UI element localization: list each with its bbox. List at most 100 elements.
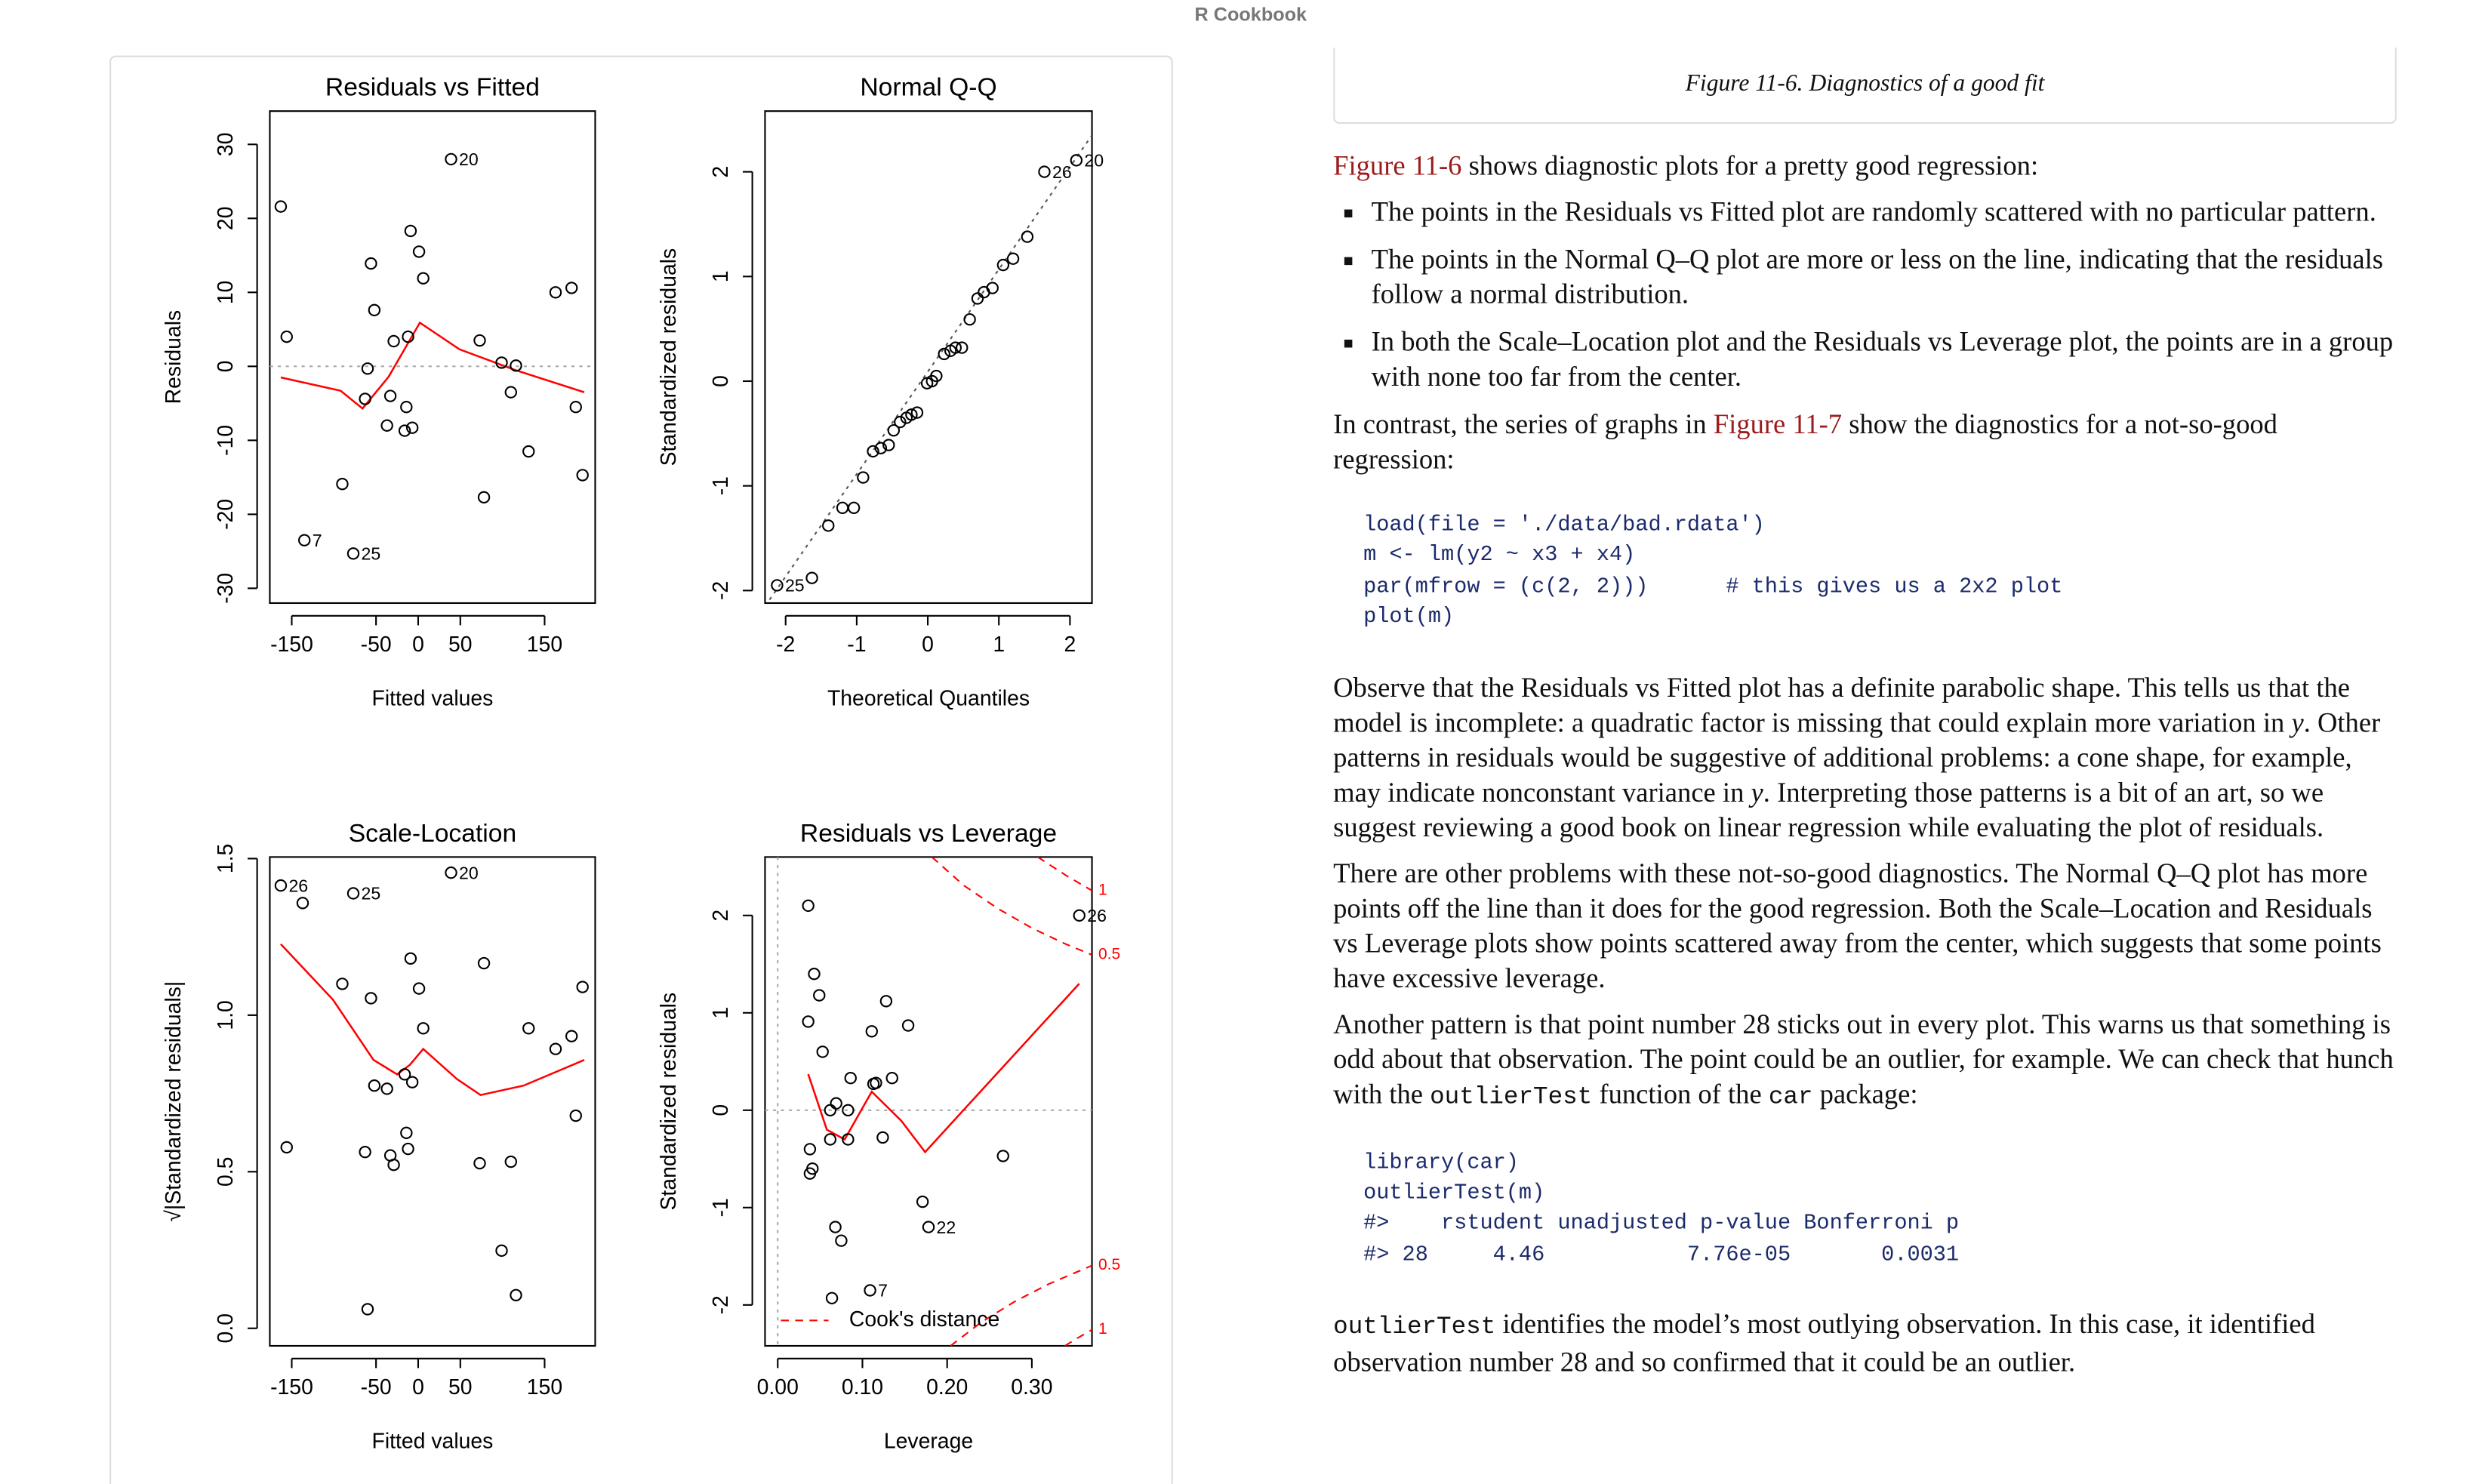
plot-area (269, 321, 596, 410)
x-tick-label: 0.00 (757, 1375, 799, 1399)
x-tick-label: -1 (847, 633, 866, 657)
y-tick-label: 2 (709, 166, 733, 178)
point (473, 334, 486, 347)
point (816, 1045, 829, 1058)
book-title: R Cookbook (1194, 3, 1307, 26)
text-run: function of the (1592, 1076, 1769, 1109)
point (549, 286, 562, 299)
point (510, 1288, 522, 1301)
point-label: 26 (1087, 906, 1107, 925)
point (383, 389, 397, 402)
point (1038, 165, 1051, 178)
cooks-level-label: 1 (1098, 881, 1107, 898)
point (894, 415, 907, 429)
code-block: load(file = './data/bad.rdata') m <- lm(y… (1363, 511, 2400, 634)
point (274, 200, 288, 213)
y-tick-label: 1.0 (214, 1000, 238, 1030)
plot-area (766, 134, 1092, 603)
point (971, 292, 984, 305)
point (802, 899, 815, 913)
point (477, 956, 491, 970)
paragraph: outlierTest identifies the model’s most … (1333, 1307, 2400, 1380)
point (359, 1145, 371, 1159)
plot-box (764, 110, 1093, 605)
x-tick-label: 1 (993, 633, 1005, 657)
point (986, 282, 999, 294)
point-label: 7 (878, 1281, 888, 1301)
x-tick-label: -2 (776, 633, 795, 657)
point (365, 992, 377, 1005)
point (346, 547, 360, 560)
point (417, 272, 430, 285)
point (565, 282, 578, 294)
code-line: #> 28 4.46 7.76e-05 0.0031 (1363, 1244, 1960, 1268)
figure-link[interactable]: Figure 11-6 (1333, 149, 1462, 181)
bullet-item: In both the Scale–Location plot and the … (1372, 324, 2400, 394)
x-tick-label: -150 (270, 1375, 313, 1399)
text-run: Another pattern is that point number 28 … (1333, 1007, 2394, 1109)
plot-box (269, 110, 596, 605)
point (879, 995, 893, 1008)
point (996, 258, 1010, 272)
x-tick-label: 50 (448, 633, 473, 657)
point (956, 341, 969, 354)
y-tick-label: -1 (709, 1198, 733, 1217)
code-line: library(car) (1363, 1151, 1519, 1176)
point (870, 1076, 882, 1089)
point (803, 1167, 817, 1180)
x-tick-label: 150 (527, 1375, 562, 1399)
emphasis: y (1751, 775, 1763, 808)
y-tick-label: -1 (709, 476, 733, 495)
point (368, 303, 381, 317)
y-axis-label: Residuals (162, 310, 186, 405)
point (930, 369, 943, 383)
cooks-contour (950, 1264, 1092, 1346)
y-tick-label: 1 (709, 270, 733, 282)
point (916, 1195, 929, 1208)
code-line: plot(m) (1363, 606, 1455, 631)
point (865, 1025, 879, 1038)
code-line: par(mfrow = (c(2, 2))) # this gives us a… (1363, 575, 2063, 600)
point (922, 1221, 935, 1233)
y-tick-label: -30 (214, 573, 238, 604)
bullet-item: The points in the Residuals vs Fitted pl… (1372, 194, 2400, 229)
chart-title: Residuals vs Leverage (800, 820, 1057, 848)
point-label: 20 (459, 863, 479, 882)
point (504, 386, 517, 399)
chart-title: Residuals vs Fitted (325, 74, 540, 102)
point (996, 1150, 1009, 1162)
point (885, 1072, 898, 1085)
x-tick-label: -50 (361, 1375, 392, 1399)
cooks-level-label: 0.5 (1098, 946, 1120, 963)
point (402, 330, 414, 343)
plot-area (765, 857, 1092, 1346)
point (901, 1019, 915, 1032)
point (1073, 909, 1086, 922)
text-run: Observe that the Residuals vs Fitted plo… (1333, 670, 2351, 737)
point (296, 897, 310, 910)
y-tick-label: 0 (709, 375, 733, 387)
point (417, 1022, 430, 1035)
point-label: 20 (1084, 151, 1104, 171)
point (365, 257, 377, 270)
x-tick-label: -50 (361, 633, 392, 657)
point-label: 22 (937, 1218, 956, 1237)
point (805, 571, 818, 584)
point-label: 26 (288, 876, 308, 895)
x-tick-label: 0 (922, 633, 934, 657)
point (477, 491, 491, 504)
cooks-level-label: 0.5 (1098, 1256, 1120, 1273)
chart-title: Normal Q-Q (860, 74, 996, 102)
point (412, 245, 426, 258)
point (380, 419, 393, 432)
code-line: #> rstudent unadjusted p-value Bonferron… (1363, 1213, 1960, 1237)
point (576, 469, 589, 482)
plot-box (269, 856, 596, 1347)
x-tick-label: 0.10 (842, 1375, 883, 1399)
figure-link[interactable]: Figure 11-7 (1713, 408, 1843, 440)
cooks-contour (1037, 857, 1092, 891)
point (576, 981, 589, 993)
x-tick-label: 0.30 (1011, 1375, 1052, 1399)
x-tick-label: 0 (412, 633, 424, 657)
